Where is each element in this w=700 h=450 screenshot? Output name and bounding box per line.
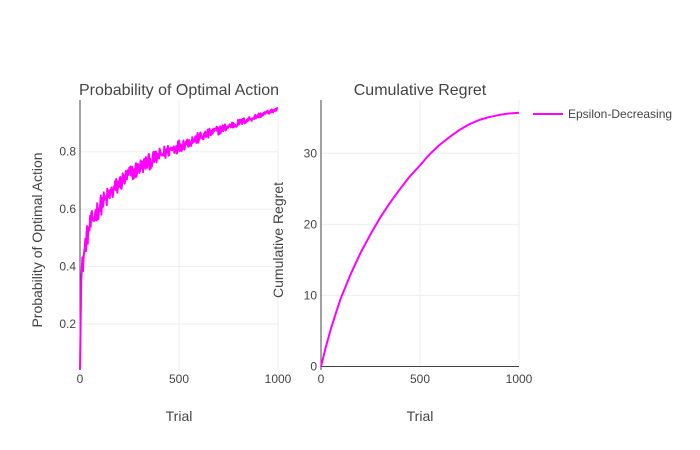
x-tick-label: 500: [410, 372, 430, 386]
legend-label-epsilon-decreasing[interactable]: Epsilon-Decreasing: [568, 107, 672, 121]
y-tick-label: 30: [304, 146, 318, 160]
regret-subtitle: Cumulative Regret: [354, 82, 487, 99]
x-tick-label: 1000: [506, 372, 533, 386]
regret-y-axis-title: Cumulative Regret: [270, 182, 286, 298]
y-tick-label: 0: [310, 359, 317, 373]
probability-series[interactable]: [79, 107, 279, 370]
x-tick-label: 500: [169, 372, 189, 386]
probability-y-axis-title: Probability of Optimal Action: [29, 152, 45, 327]
probability-x-axis-title: Trial: [166, 408, 193, 424]
x-tick-label: 0: [318, 372, 325, 386]
probability-panel: 0 500 1000 0.2 0.4 0.6 0.8 Probability of Opti…: [29, 82, 292, 424]
series-line-epsilon-decreasing[interactable]: [320, 111, 520, 367]
regret-series[interactable]: [320, 111, 520, 367]
y-tick-label: 20: [304, 217, 318, 231]
probability-ticks: 0 500 1000 0.2 0.4 0.6 0.8: [59, 145, 291, 386]
legend[interactable]: Epsilon-Decreasing: [533, 107, 672, 121]
regret-axes: [320, 100, 519, 370]
regret-ticks: 0 500 1000 0 10 20 30: [304, 146, 533, 386]
series-line-epsilon-decreasing[interactable]: [79, 107, 279, 370]
regret-x-axis-title: Trial: [407, 408, 434, 424]
y-tick-label: 0.6: [59, 202, 76, 216]
x-tick-label: 1000: [265, 372, 292, 386]
regret-grid: [321, 100, 520, 370]
y-tick-label: 0.2: [59, 317, 76, 331]
x-tick-label: 0: [77, 372, 84, 386]
probability-subtitle: Probability of Optimal Action: [79, 82, 279, 99]
probability-grid: [80, 100, 279, 370]
y-tick-label: 0.8: [59, 145, 76, 159]
y-tick-label: 0.4: [59, 260, 76, 274]
y-tick-label: 10: [304, 288, 318, 302]
